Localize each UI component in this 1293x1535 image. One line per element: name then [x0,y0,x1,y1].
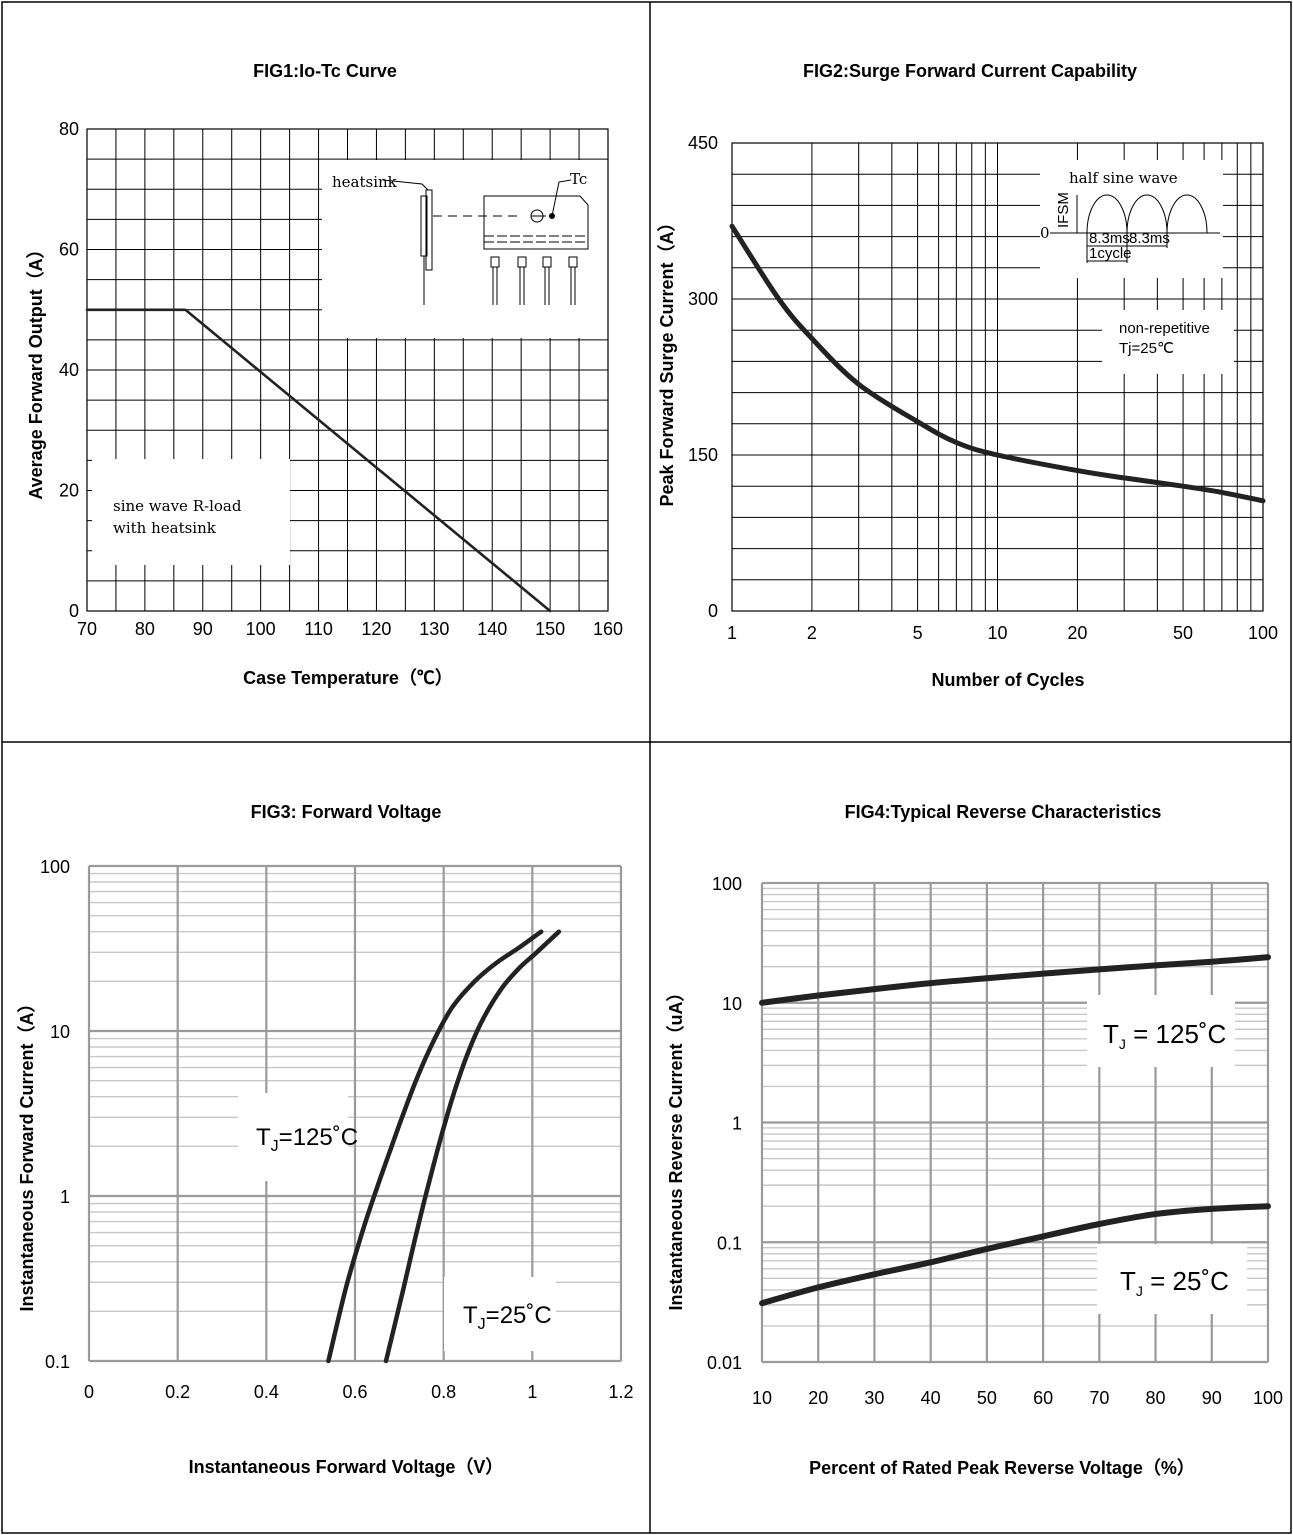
fig3-x-tick: 0.4 [254,1382,279,1402]
fig3-title: FIG3: Forward Voltage [251,802,442,822]
fig2-chart: FIG2:Surge Forward Current Capability 1 2… [657,61,1278,690]
fig2-x-tick: 10 [987,623,1007,643]
fig4-label-25-sub: J [1136,1283,1143,1299]
fig3-label-25: TJ=25˚C [463,1302,552,1333]
fig4-label-125-rest: = 125˚C [1126,1019,1226,1049]
fig3-x-tick: 0.8 [431,1382,456,1402]
fig4-y-tick: 100 [712,874,742,894]
fig4-xlabel: Percent of Rated Peak Reverse Voltage（%） [809,1458,1195,1478]
fig1-heatsink-label: heatsink [332,173,398,191]
fig4-ylabel: Instantaneous Reverse Current（uA） [666,983,686,1310]
fig3-ylabel: Instantaneous Forward Current（A） [17,994,37,1311]
fig4-x-tick: 20 [808,1388,828,1408]
fig3-label-25-sub: J [478,1316,486,1333]
fig2-zero-label: 0 [1040,224,1050,242]
fig3-y-tick: 100 [40,857,70,877]
fig1-y-tick: 40 [59,360,79,380]
fig4-x-tick: 90 [1202,1388,1222,1408]
fig4-title: FIG4:Typical Reverse Characteristics [845,802,1162,822]
fig1-xlabel: Case Temperature（℃） [243,668,453,688]
fig2-period2-label: 8.3ms [1129,230,1170,247]
fig1-x-tick: 140 [477,619,507,639]
fig2-x-tick: 50 [1173,623,1193,643]
fig3-x-tick: 0.6 [342,1382,367,1402]
fig1-note-line2: with heatsink [113,519,217,537]
fig3-label-125-rest: =125˚C [279,1124,358,1151]
fig3-xlabel: Instantaneous Forward Voltage（V） [189,1457,504,1477]
fig1-x-tick: 120 [361,619,391,639]
fig4-label-25-t: T [1120,1266,1136,1296]
fig1-y-tick: 20 [59,481,79,501]
fig1-ylabel: Average Forward Output（A） [26,240,46,499]
fig2-y-tick: 450 [688,133,718,153]
fig1-y-tick: 80 [59,119,79,139]
fig4-x-tick: 70 [1089,1388,1109,1408]
fig1-y-tick: 60 [59,240,79,260]
fig3-x-tick: 1.2 [608,1382,633,1402]
fig3-y-tick: 10 [50,1022,70,1042]
fig4-x-tick: 50 [977,1388,997,1408]
fig4-y-tick: 0.1 [717,1233,742,1253]
fig4-label-125-sub: J [1119,1036,1126,1052]
fig4-x-tick: 10 [752,1388,772,1408]
fig2-x-tick: 1 [727,623,737,643]
fig1-tc-label: Tc [570,170,587,188]
fig3-label-25-t: T [463,1302,478,1329]
fig2-x-tick: 100 [1248,623,1278,643]
fig3-x-tick: 0.2 [165,1382,190,1402]
fig4-x-tick: 30 [864,1388,884,1408]
fig3-y-tick: 0.1 [45,1352,70,1372]
fig2-ifsm-label: IFSM [1055,192,1072,228]
fig1-x-tick: 70 [77,619,97,639]
fig2-y-tick: 0 [708,601,718,621]
fig1-x-tick: 150 [535,619,565,639]
fig1-chart: FIG1:Io-Tc Curve 70 80 90 100 110 120 130 140 15… [26,61,623,688]
fig4-y-tick: 10 [722,994,742,1014]
fig1-x-tick: 110 [304,619,333,639]
fig2-ylabel: Peak Forward Surge Current（A） [657,213,677,506]
fig1-x-tick: 90 [193,619,213,639]
fig4-x-tick: 40 [921,1388,941,1408]
fig4-x-tick: 100 [1253,1388,1283,1408]
fig2-cycle-label: 1cycle [1089,245,1132,262]
fig3-label-125-t: T [256,1124,271,1151]
fig3-label-125-sub: J [271,1138,279,1155]
fig1-title: FIG1:Io-Tc Curve [253,61,397,81]
fig3-chart: FIG3: Forward Voltage 0 0.2 0.4 0.6 0.8 1 1.2 0… [17,802,634,1477]
fig2-note-line2: Tj=25℃ [1119,340,1174,357]
fig4-y-tick: 0.01 [707,1353,742,1373]
fig2-x-tick: 2 [807,623,817,643]
fig3-x-tick: 0 [84,1382,94,1402]
fig4-chart: FIG4:Typical Reverse Characteristics 10 2… [666,802,1283,1478]
fig2-y-tick: 150 [688,445,718,465]
fig2-x-tick: 20 [1067,623,1087,643]
fig2-half-sine-label: half sine wave [1069,169,1178,187]
fig3-x-tick: 1 [527,1382,537,1402]
fig2-note-line1: non-repetitive [1119,320,1210,337]
fig4-y-tick: 1 [732,1114,742,1134]
fig1-y-tick: 0 [69,601,79,621]
fig1-x-tick: 100 [246,619,276,639]
fig3-y-tick: 1 [60,1187,70,1207]
fig4-label-125-t: T [1103,1019,1119,1049]
fig1-note-line1: sine wave R-load [113,497,242,515]
fig2-title: FIG2:Surge Forward Current Capability [803,61,1137,81]
fig3-label-25-rest: =25˚C [486,1302,552,1329]
fig1-x-tick: 130 [419,619,449,639]
fig1-x-tick: 160 [593,619,623,639]
fig4-x-tick: 80 [1146,1388,1166,1408]
fig4-label-25-rest: = 25˚C [1143,1266,1229,1296]
fig1-x-tick: 80 [135,619,155,639]
fig2-x-tick: 5 [913,623,923,643]
fig2-xlabel: Number of Cycles [931,670,1084,690]
fig4-x-tick: 60 [1033,1388,1053,1408]
fig2-y-tick: 300 [688,289,718,309]
